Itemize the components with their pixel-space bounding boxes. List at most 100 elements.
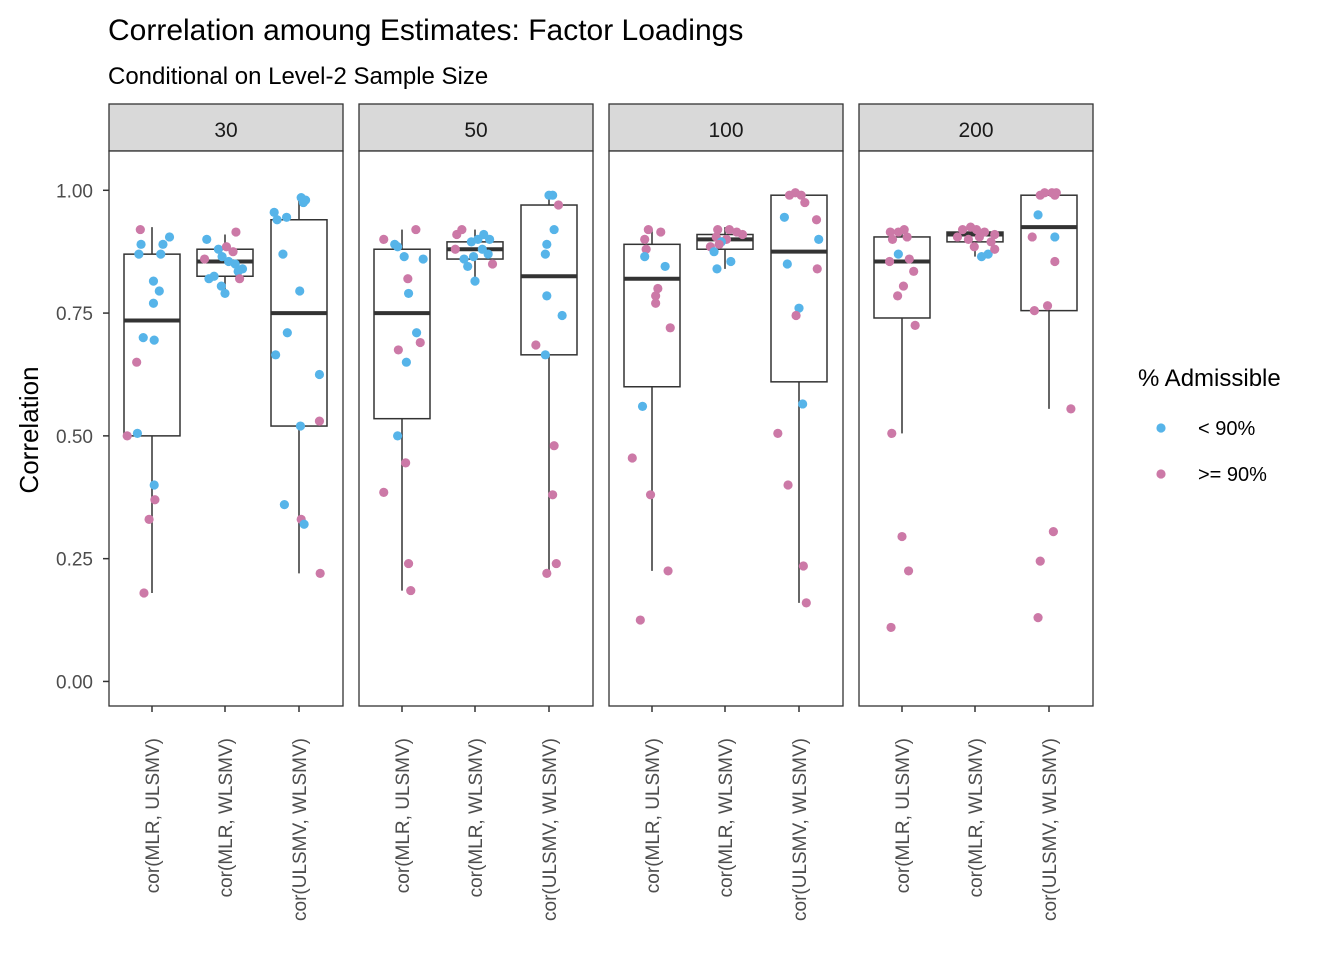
data-point	[542, 291, 552, 301]
facet-strip-label: 200	[958, 119, 993, 142]
data-point	[963, 234, 974, 245]
data-point	[463, 261, 473, 272]
data-point	[540, 249, 550, 259]
data-point	[450, 244, 460, 254]
data-point	[132, 357, 142, 367]
data-point	[295, 421, 306, 431]
legend-entry-label: < 90%	[1198, 418, 1255, 440]
data-point	[379, 234, 389, 245]
data-point	[1033, 612, 1043, 623]
facet-strip-label: 30	[214, 119, 237, 142]
data-point	[1033, 210, 1043, 220]
data-point	[483, 249, 493, 259]
data-point	[627, 453, 637, 463]
boxplot-3	[1020, 188, 1078, 623]
data-point	[887, 234, 898, 245]
data-point	[150, 495, 160, 505]
data-point	[149, 480, 159, 490]
data-point	[279, 500, 289, 510]
y-tick-label: 1.00	[56, 181, 93, 202]
data-point	[299, 519, 309, 529]
boxplot-2	[946, 222, 1004, 262]
x-tick-label: cor(ULSMV, WLSMV)	[790, 738, 811, 921]
data-point	[899, 224, 909, 235]
data-point	[470, 276, 480, 286]
boxplot-3	[520, 190, 578, 578]
data-point	[217, 251, 227, 262]
data-point	[403, 274, 413, 284]
data-point	[1029, 306, 1039, 316]
data-point	[773, 428, 783, 439]
data-point	[814, 234, 824, 245]
facet-strip-label: 50	[464, 119, 487, 142]
data-point	[1066, 404, 1076, 414]
data-point	[796, 190, 806, 200]
data-point	[801, 598, 811, 608]
data-point	[401, 458, 411, 468]
data-point	[957, 224, 968, 235]
data-point	[411, 224, 421, 235]
box	[873, 236, 931, 319]
data-point	[549, 441, 559, 451]
data-point	[791, 310, 801, 321]
data-point	[1042, 301, 1053, 311]
data-point	[714, 239, 724, 249]
data-point	[886, 622, 896, 633]
boxplot-3	[770, 188, 828, 608]
data-point	[1050, 232, 1060, 242]
data-point	[798, 561, 808, 571]
data-point	[909, 266, 919, 276]
data-point	[798, 399, 808, 409]
data-point	[885, 227, 895, 237]
facet-strip	[858, 103, 1094, 152]
data-point	[231, 227, 241, 237]
data-point	[314, 416, 325, 426]
data-point	[393, 242, 403, 252]
data-point	[724, 224, 734, 235]
facet-panels: 30 cor(MLR, ULSMV) cor(MLR, WLSMV) cor(ULSM…	[108, 103, 1094, 921]
data-point	[132, 428, 142, 439]
data-point	[542, 239, 552, 249]
data-point	[656, 227, 666, 237]
boxplot-1	[623, 224, 681, 625]
facet-strip	[108, 103, 344, 152]
data-point	[139, 588, 149, 598]
data-point	[149, 335, 159, 345]
x-tick-label: cor(MLR, ULSMV)	[643, 738, 664, 893]
facet-strip-label: 100	[708, 119, 743, 142]
data-point	[1048, 527, 1058, 537]
data-point	[199, 254, 210, 264]
data-point	[974, 232, 984, 242]
data-point	[811, 215, 822, 225]
data-point	[540, 350, 550, 360]
data-point	[557, 310, 567, 321]
data-point	[641, 244, 651, 254]
boxplot-2	[196, 227, 254, 299]
data-point	[228, 247, 238, 257]
data-point	[893, 249, 903, 259]
data-point	[281, 212, 292, 222]
data-point	[952, 232, 963, 242]
box	[123, 253, 181, 437]
facet-panel-200: 200 cor(MLR, ULSMV) cor(MLR, WLSMV) cor(ULS…	[858, 103, 1094, 921]
box	[373, 248, 431, 420]
x-tick-label: cor(MLR, ULSMV)	[393, 738, 414, 893]
data-point	[314, 369, 325, 380]
data-point	[645, 490, 656, 500]
data-point	[986, 237, 996, 247]
data-point	[712, 264, 722, 274]
data-point	[213, 244, 224, 254]
data-point	[154, 286, 164, 296]
data-point	[138, 333, 148, 343]
data-point	[794, 303, 804, 313]
data-point	[976, 251, 987, 262]
data-point	[1050, 190, 1060, 200]
data-point	[209, 271, 219, 281]
boxplot-1	[122, 224, 181, 598]
data-point	[237, 264, 248, 274]
data-point	[971, 224, 982, 235]
data-point	[898, 281, 909, 291]
data-point	[134, 249, 144, 259]
data-point	[910, 320, 920, 330]
boxplot-2	[696, 224, 754, 274]
